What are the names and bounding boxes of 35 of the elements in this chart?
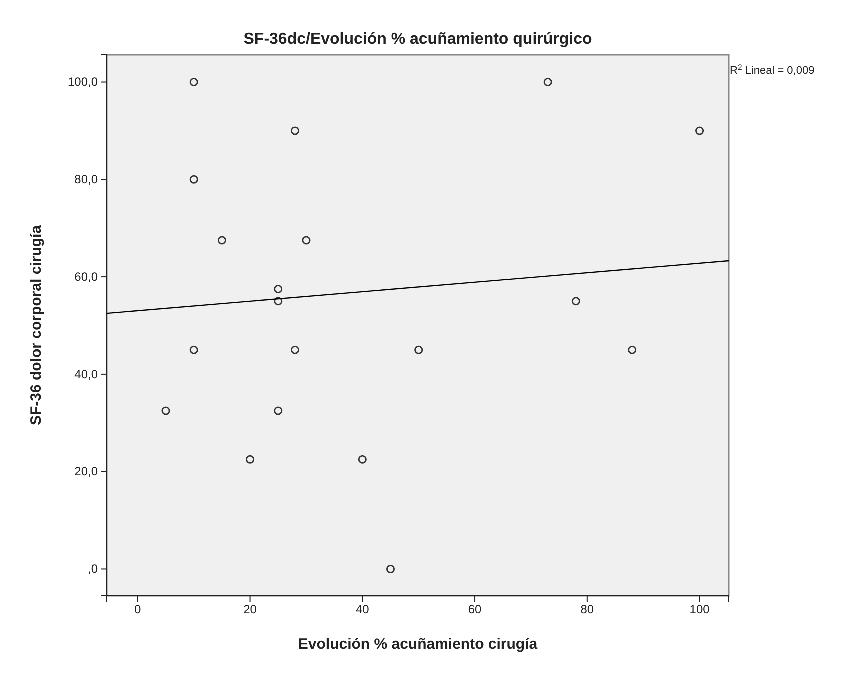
x-tick-label: 60 — [468, 602, 482, 617]
y-tick-label: 80,0 — [74, 172, 98, 186]
point — [274, 406, 283, 416]
point — [572, 297, 580, 306]
point — [274, 284, 283, 294]
y-tick-label: ,0 — [88, 562, 98, 576]
x-tick-label: 100 — [690, 602, 710, 617]
text: R$^{2}$ Lineal = 0,009 — [730, 62, 815, 77]
point — [386, 564, 396, 574]
point — [628, 346, 637, 354]
y-tick-label: 100,0 — [68, 75, 98, 90]
x-tick-label: 80 — [580, 602, 594, 617]
point — [290, 346, 300, 354]
point — [162, 406, 170, 416]
point — [218, 236, 226, 245]
x-axis-title: Evolución % acuñamiento cirugía — [298, 636, 538, 653]
y-tick-label: 40,0 — [74, 367, 98, 382]
point — [414, 346, 424, 354]
point — [302, 236, 311, 245]
point — [290, 126, 300, 136]
point — [190, 175, 198, 184]
point — [696, 126, 704, 136]
point — [190, 78, 198, 87]
x-tick-label: 0 — [134, 602, 142, 617]
x-tick-label: 40 — [356, 602, 370, 617]
x-tick-label: 20 — [244, 602, 258, 617]
y-tick-label: 60,0 — [74, 270, 98, 284]
point — [274, 297, 283, 306]
point — [544, 78, 552, 87]
point — [190, 346, 198, 354]
chart-title: SF-36dc/Evolución % acuñamiento quirúrgico — [244, 31, 592, 48]
y-axis-title: SF-36 dolor corporal cirugía — [28, 224, 45, 426]
y-tick-label: 20,0 — [74, 464, 98, 479]
point — [358, 455, 367, 464]
point — [246, 455, 255, 464]
